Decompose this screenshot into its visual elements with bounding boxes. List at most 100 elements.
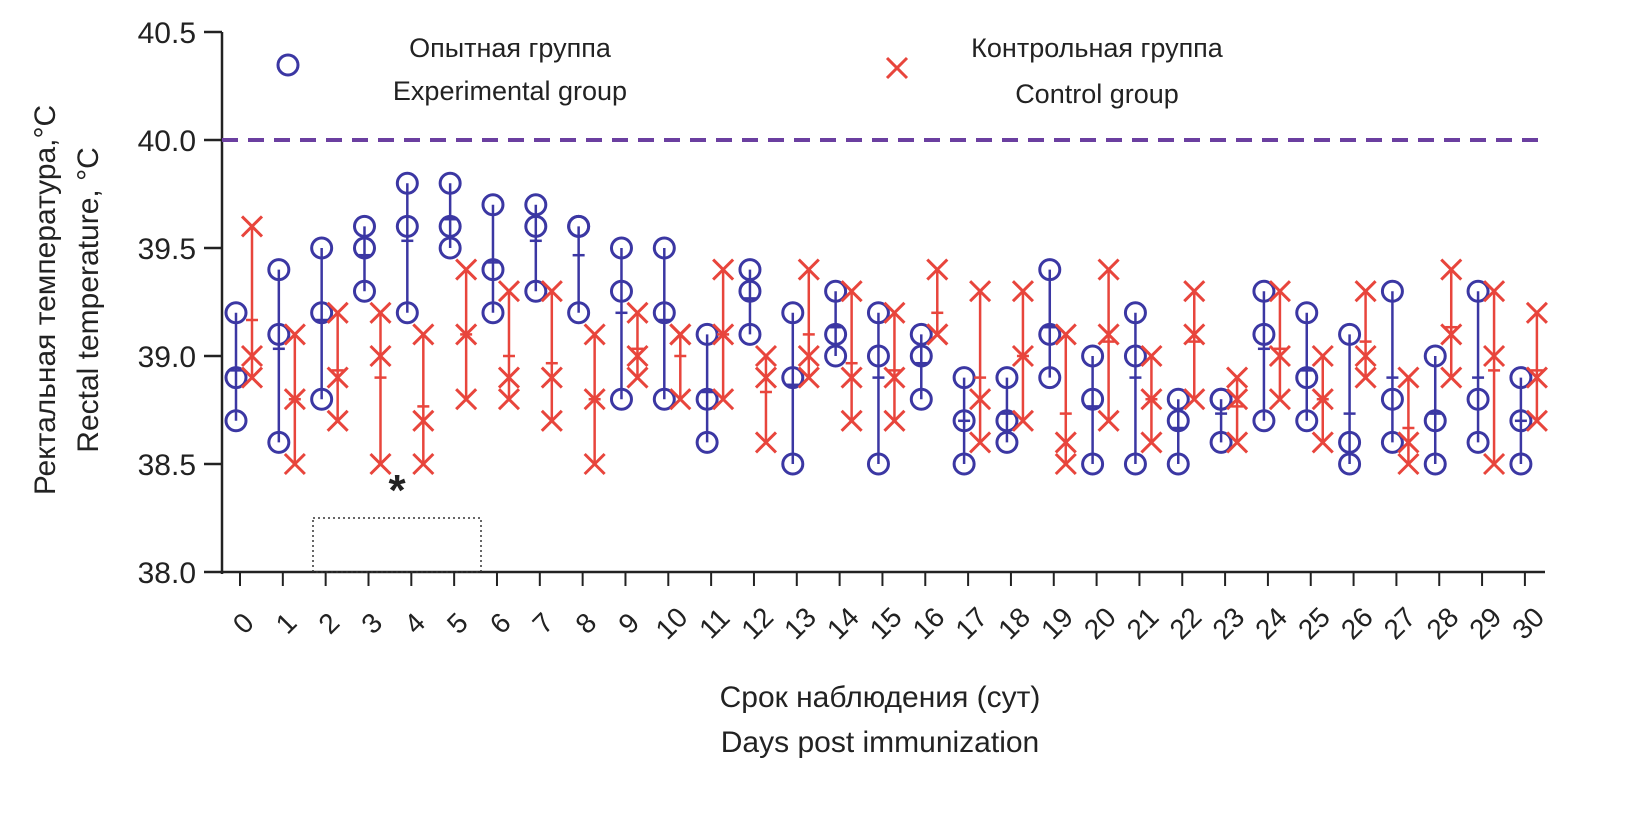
control-point	[283, 323, 306, 346]
x-stroke	[1183, 388, 1206, 411]
y-tick-label: 39.5	[138, 233, 196, 266]
legend-experimental-ru: Опытная группа	[409, 33, 612, 63]
x-stroke	[883, 301, 906, 324]
experimental-point	[909, 322, 933, 346]
experimental-point	[1166, 387, 1190, 411]
control-point	[1097, 258, 1120, 281]
x-tick-label: 3	[355, 607, 388, 640]
experimental-point	[1123, 452, 1147, 476]
control-point	[1397, 366, 1420, 389]
x-stroke	[754, 366, 778, 389]
experimental-point	[395, 171, 419, 195]
x-stroke	[1440, 323, 1463, 346]
experimental-point	[1380, 387, 1404, 411]
experimental-point	[609, 387, 633, 411]
experimental-point	[652, 236, 676, 260]
control-point	[969, 280, 992, 303]
experimental-point	[866, 301, 890, 325]
x-tick-label: 7	[527, 607, 560, 640]
x-stroke	[283, 323, 306, 346]
experimental-point	[395, 301, 419, 325]
x-stroke	[326, 409, 349, 432]
experimental-point	[609, 279, 633, 303]
legend-control-ru: Контрольная группа	[971, 33, 1224, 63]
x-stroke	[754, 431, 778, 454]
control-point	[797, 344, 820, 368]
experimental-point	[224, 301, 248, 325]
experimental-point	[995, 366, 1019, 390]
x-stroke	[1397, 431, 1420, 454]
control-point	[1140, 344, 1163, 368]
y-tick-label: 40.0	[138, 125, 196, 158]
control-point	[1226, 388, 1249, 411]
x-stroke	[883, 366, 906, 389]
experimental-point	[1380, 430, 1404, 454]
legend: Опытная группа Experimental group Контро…	[276, 33, 1224, 109]
experimental-point	[267, 258, 291, 282]
control-point	[1097, 409, 1120, 432]
x-stroke	[283, 388, 306, 411]
x-tick-label: 20	[1078, 601, 1122, 645]
x-stroke	[1525, 301, 1548, 324]
experimental-point	[952, 452, 976, 476]
experimental-point	[1338, 452, 1362, 476]
x-stroke	[626, 366, 649, 389]
control-point	[626, 344, 649, 368]
control-point	[1311, 431, 1334, 454]
control-point	[1397, 431, 1420, 454]
experimental-point	[1466, 387, 1490, 411]
control-point	[797, 366, 820, 389]
control-point	[840, 280, 863, 303]
x-stroke	[797, 258, 820, 281]
x-stroke	[754, 344, 778, 368]
x-tick-label: 16	[907, 601, 951, 645]
control-point	[712, 258, 735, 281]
control-point	[1183, 388, 1206, 411]
x-stroke	[1268, 280, 1291, 303]
x-stroke	[712, 388, 735, 411]
x-stroke	[455, 258, 478, 281]
x-stroke	[1140, 388, 1163, 411]
x-stroke	[240, 344, 264, 368]
x-stroke	[1140, 344, 1163, 368]
x-stroke	[540, 280, 563, 303]
y-axis-title-en: Rectal temperature, °C	[72, 147, 105, 452]
control-point	[1054, 431, 1077, 454]
x-stroke	[797, 344, 820, 368]
control-point	[1397, 452, 1420, 476]
x-tick-label: 14	[821, 601, 865, 645]
control-point	[883, 301, 906, 324]
control-point	[1226, 366, 1249, 389]
experimental-point	[481, 258, 505, 282]
control-point	[1354, 344, 1377, 368]
legend-circle-marker	[276, 53, 300, 77]
x-stroke	[412, 452, 435, 476]
x-stroke	[926, 258, 949, 281]
control-point	[1483, 452, 1506, 476]
x-tick-label: 25	[1292, 601, 1336, 645]
y-tick-label: 38.5	[138, 449, 196, 482]
control-point	[583, 323, 606, 346]
x-tick-label: 23	[1206, 601, 1250, 645]
experimental-point	[267, 430, 291, 454]
control-point	[497, 280, 521, 303]
x-stroke	[497, 388, 521, 411]
control-point	[1268, 388, 1291, 411]
control-point	[626, 366, 649, 389]
experimental-point	[1123, 344, 1147, 368]
experimental-point	[1209, 430, 1233, 454]
x-tick-label: 22	[1164, 601, 1208, 645]
experimental-point	[1295, 301, 1319, 325]
x-stroke	[1054, 431, 1077, 454]
experimental-point	[310, 301, 334, 325]
x-stroke	[969, 388, 992, 411]
x-stroke	[1311, 431, 1334, 454]
experimental-point	[824, 322, 848, 346]
x-stroke	[712, 258, 735, 281]
control-point	[754, 366, 778, 389]
x-tick-label: 10	[650, 601, 694, 645]
control-point	[1054, 452, 1077, 476]
experimental-point	[1081, 452, 1105, 476]
x-stroke	[926, 323, 949, 346]
experimental-point	[567, 214, 591, 238]
